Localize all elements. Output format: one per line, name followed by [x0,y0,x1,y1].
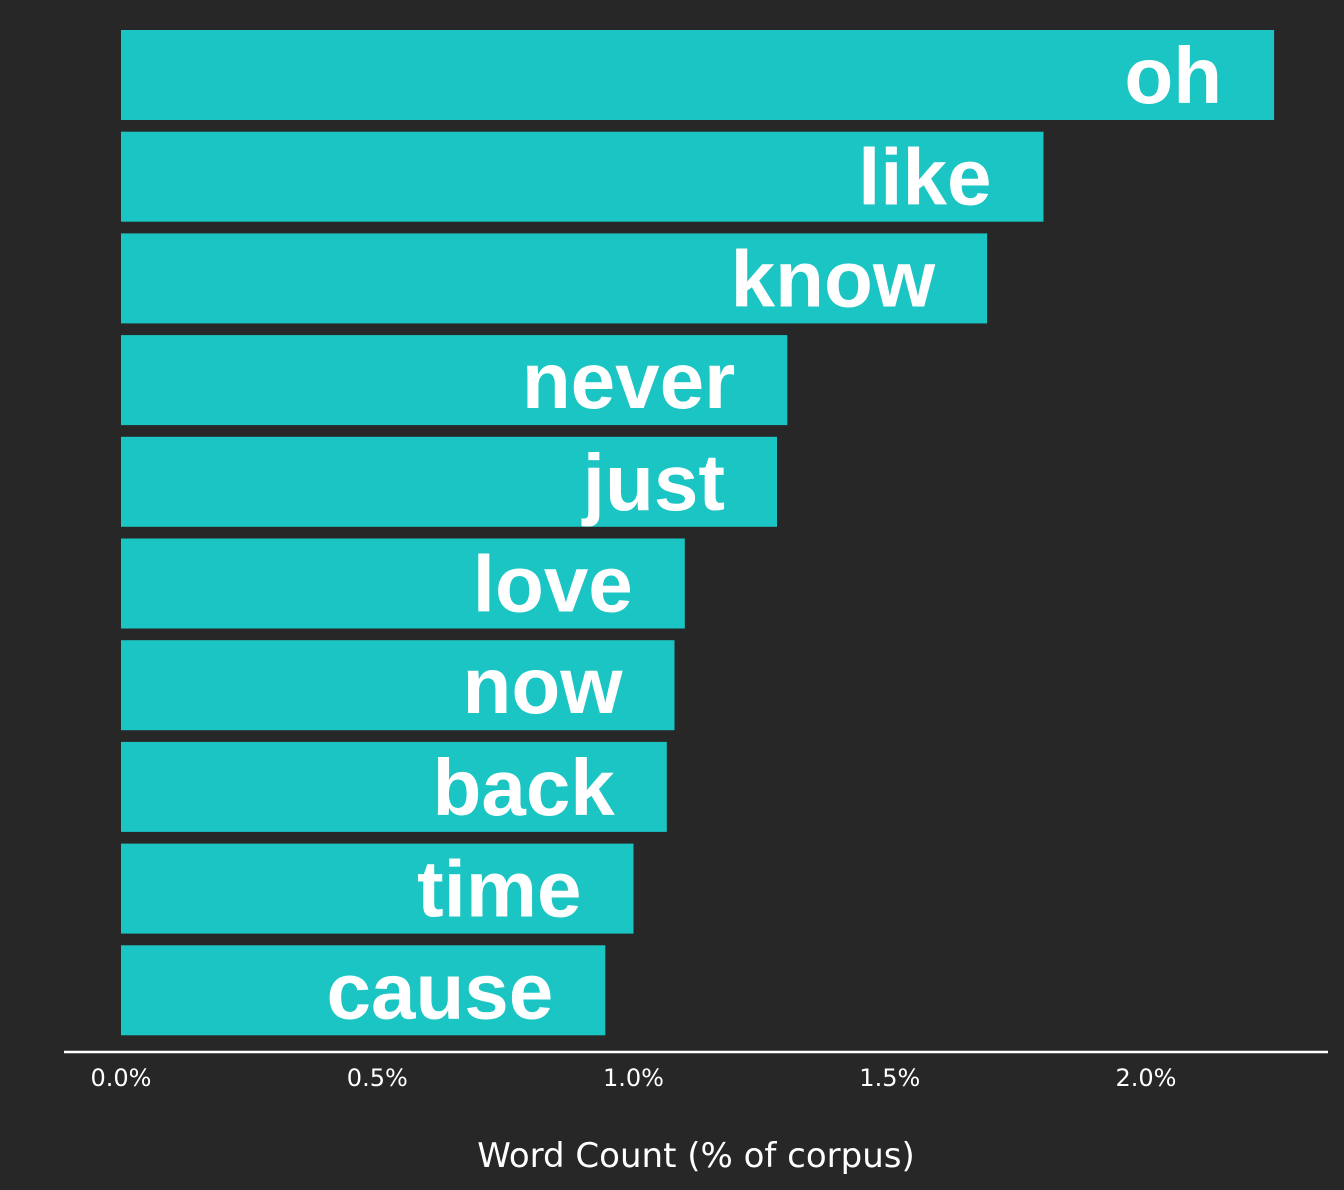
bar-just [121,436,777,527]
x-tick-label: 0.0% [91,1064,152,1092]
x-tick-label: 2.0% [1116,1064,1177,1092]
bar-oh [121,30,1275,120]
bar-back [121,741,667,832]
bar-time [121,843,634,934]
bar-label-oh: oh [1124,31,1222,120]
bar-label-now: now [463,641,624,730]
bar-label-like: like [858,133,991,222]
bar-group [121,30,1275,1036]
bar-label-never: never [522,336,735,425]
x-tick-label: 1.0% [603,1064,664,1092]
x-tick-label: 0.5% [347,1064,408,1092]
bar-never [121,335,788,426]
bar-label-love: love [473,540,633,629]
bar-label-back: back [432,743,615,832]
bar-label-know: know [731,234,936,323]
bar-love [121,538,685,629]
bar-label-cause: cause [326,946,553,1035]
bar-cause [121,945,606,1036]
bar-know [121,233,988,324]
bar-now [121,640,675,731]
bar-label-group: oh like know never just love now back time cause [326,31,1222,1035]
x-axis-title: Word Count (% of corpus) [477,1136,915,1176]
bar-label-time: time [417,845,582,934]
bar-like [121,131,1044,222]
x-tick-label-group: 0.0% 0.5% 1.0% 1.5% 2.0% [91,1064,1177,1092]
x-tick-label: 1.5% [859,1064,920,1092]
bar-label-just: just [581,438,725,527]
